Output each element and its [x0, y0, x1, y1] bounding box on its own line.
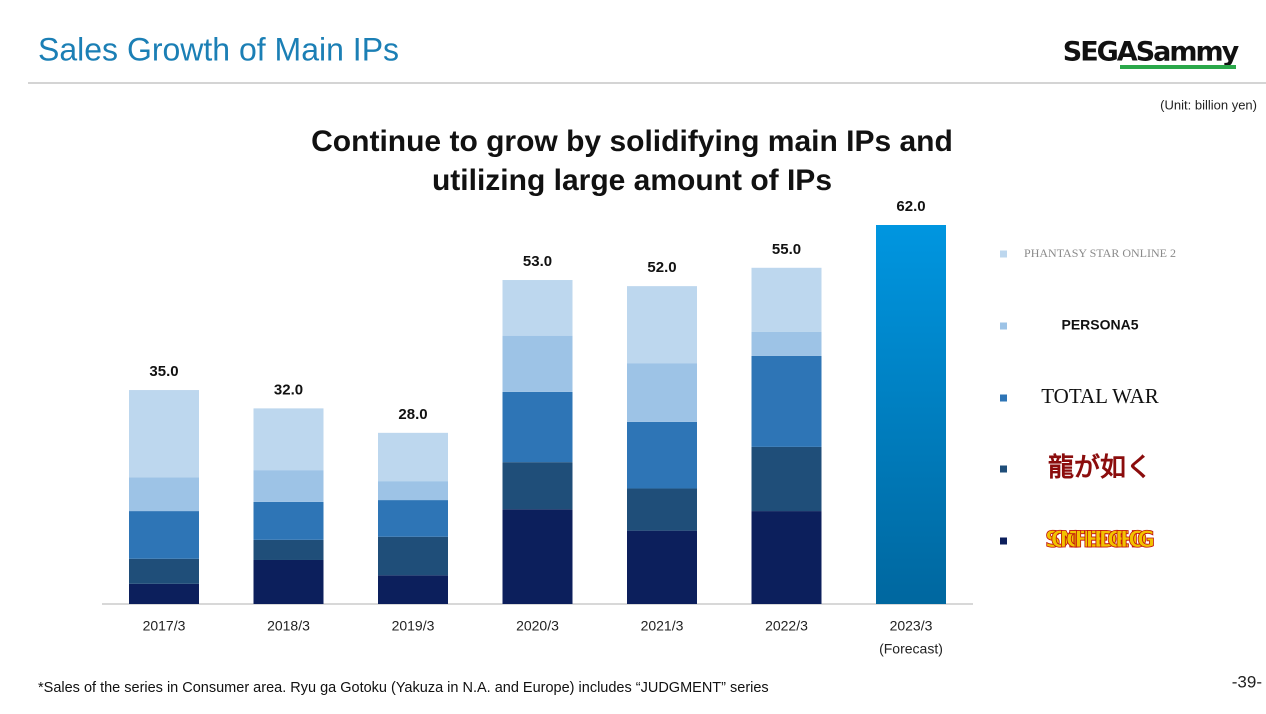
footnote: *Sales of the series in Consumer area. R…: [38, 680, 769, 696]
x-tick-label: 2019/3: [392, 618, 435, 634]
bar-segment: [378, 481, 448, 501]
legend-swatch: [1000, 250, 1007, 258]
bar-segment: [751, 331, 822, 356]
legend-label: PERSONA5: [1061, 317, 1138, 333]
bar-segment: [751, 446, 822, 512]
bar-segment: [129, 477, 199, 512]
legend-label: SONIC THE HEDGEHOG: [1045, 528, 1155, 553]
total-label: 62.0: [896, 198, 925, 215]
bar-segment: [627, 488, 697, 531]
bar-segment: [129, 390, 199, 478]
legend-swatch: [1000, 322, 1007, 330]
x-tick-note: (Forecast): [879, 641, 943, 657]
total-label: 53.0: [523, 253, 552, 270]
legend-label: TOTAL WAR: [1041, 384, 1159, 408]
bar-segment: [627, 363, 697, 422]
bar-segment: [502, 335, 573, 392]
bar-segment: [378, 536, 448, 576]
bar-segment: [253, 470, 324, 502]
legend-label: 龍が如く: [1048, 452, 1152, 483]
forecast-bar: [876, 225, 946, 604]
chart-title: Continue to grow by solidifying main IPs…: [311, 125, 953, 158]
bar-segment: [627, 530, 697, 604]
total-label: 55.0: [772, 241, 801, 258]
bar-segment: [378, 432, 448, 482]
bar-segment: [378, 500, 448, 537]
bar-segment: [502, 509, 573, 604]
bar-segment: [627, 421, 697, 489]
bar-segment: [627, 286, 697, 364]
slide-title: Sales Growth of Main IPs: [38, 31, 399, 67]
legend-swatch: [1000, 465, 1007, 473]
x-tick-label: 2021/3: [641, 618, 684, 634]
total-label: 32.0: [274, 381, 303, 398]
x-tick-label: 2017/3: [143, 618, 186, 634]
bar-segment: [129, 583, 199, 604]
x-tick-label: 2023/3: [890, 618, 933, 634]
unit-note: (Unit: billion yen): [1160, 97, 1257, 112]
x-tick-label: 2020/3: [516, 618, 559, 634]
logo: SEGASammy: [1063, 37, 1240, 68]
bar-segment: [751, 267, 822, 332]
chart-title: utilizing large amount of IPs: [432, 164, 832, 197]
legend-swatch: [1000, 394, 1007, 402]
legend-swatch: [1000, 537, 1007, 545]
bar-segment: [751, 511, 822, 604]
bar-segment: [253, 539, 324, 560]
bar-segment: [502, 280, 573, 336]
bar-segment: [129, 558, 199, 584]
bar-segment: [751, 355, 822, 447]
bar-segment: [253, 501, 324, 540]
bar-segment: [502, 391, 573, 463]
page-number: -39-: [1232, 672, 1262, 691]
bar-segment: [253, 408, 324, 471]
total-label: 35.0: [149, 363, 178, 380]
bar-segment: [253, 559, 324, 604]
legend-label: PHANTASY STAR ONLINE 2: [1024, 246, 1176, 260]
total-label: 52.0: [647, 259, 676, 276]
x-tick-label: 2022/3: [765, 618, 808, 634]
chart: 35.0 2017/3 32.0 2018/3 28.0 2019/3 53.0 2020/3…: [102, 198, 1176, 657]
bar-segment: [129, 511, 199, 559]
x-tick-label: 2018/3: [267, 618, 310, 634]
logo-underline: [1120, 65, 1236, 69]
bar-segment: [378, 575, 448, 604]
total-label: 28.0: [398, 406, 427, 423]
bar-segment: [502, 462, 573, 510]
